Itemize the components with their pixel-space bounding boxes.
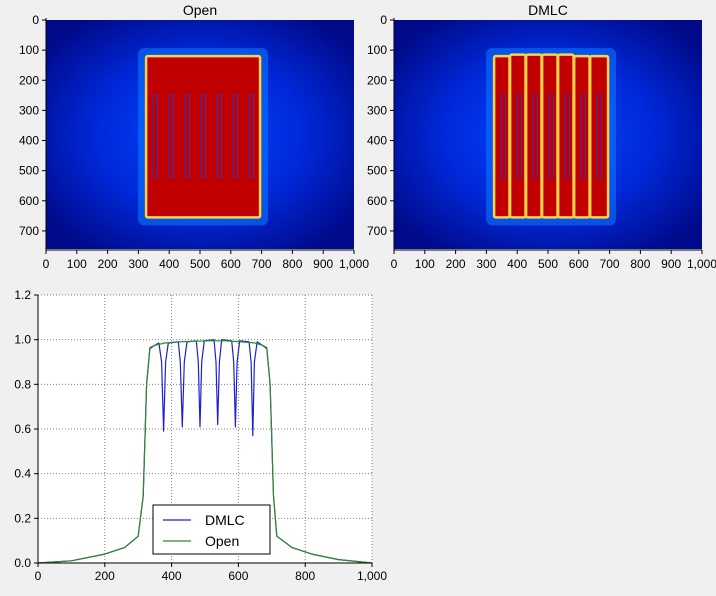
dmlc-segment-7 bbox=[588, 54, 610, 219]
y-tick-label: 0.0 bbox=[14, 556, 31, 570]
chart-title: DMLC bbox=[528, 2, 568, 18]
y-tick-label: 300 bbox=[367, 103, 387, 117]
legend-label-dmlc: DMLC bbox=[205, 512, 245, 528]
x-tick-label: 600 bbox=[228, 569, 248, 583]
roi-box-4 bbox=[200, 94, 207, 178]
y-tick-label: 400 bbox=[19, 134, 39, 148]
y-tick-label: 500 bbox=[19, 164, 39, 178]
roi-box-1 bbox=[152, 94, 158, 178]
x-tick-label: 500 bbox=[538, 257, 558, 271]
x-tick-label: 700 bbox=[252, 257, 272, 271]
roi-box-6 bbox=[580, 94, 587, 178]
roi-box-5 bbox=[564, 94, 571, 178]
roi-box-2 bbox=[516, 94, 523, 178]
y-tick-label: 0.8 bbox=[14, 377, 31, 391]
dmlc-segment-5 bbox=[556, 53, 575, 219]
dmlc-segment-3 bbox=[524, 53, 543, 219]
x-tick-label: 200 bbox=[98, 257, 118, 271]
dmlc-segment-4 bbox=[540, 53, 559, 219]
y-tick-label: 0 bbox=[32, 13, 39, 27]
roi-box-4 bbox=[548, 94, 555, 178]
chart-title: Open bbox=[183, 2, 217, 18]
roi-box-6 bbox=[232, 94, 239, 178]
x-tick-label: 1,000 bbox=[357, 569, 387, 583]
y-tick-label: 500 bbox=[367, 164, 387, 178]
y-tick-label: 200 bbox=[367, 73, 387, 87]
y-tick-label: 1.0 bbox=[14, 333, 31, 347]
x-tick-label: 0 bbox=[391, 257, 398, 271]
heatmap-dmlc-panel: 0 100 200 300 400 500 600 700 0 100 200 300 400 500 60… bbox=[367, 2, 716, 271]
y-tick-label: 300 bbox=[19, 103, 39, 117]
x-tick-label: 100 bbox=[67, 257, 87, 271]
x-tick-label: 500 bbox=[190, 257, 210, 271]
y-tick-label: 700 bbox=[19, 224, 39, 238]
roi-box-3 bbox=[184, 94, 191, 178]
x-tick-label: 900 bbox=[661, 257, 681, 271]
x-tick-label: 300 bbox=[476, 257, 496, 271]
x-tick-label: 1,000 bbox=[339, 257, 369, 271]
legend: DMLC Open bbox=[152, 504, 271, 555]
dmlc-segment-1 bbox=[492, 54, 511, 219]
y-tick-label: 600 bbox=[367, 194, 387, 208]
x-tick-label: 0 bbox=[43, 257, 50, 271]
x-tick-label: 400 bbox=[507, 257, 527, 271]
y-tick-label: 600 bbox=[19, 194, 39, 208]
y-tick-label: 0 bbox=[380, 13, 387, 27]
legend-label-open: Open bbox=[205, 533, 239, 549]
x-tick-label: 800 bbox=[295, 569, 315, 583]
roi-box-2 bbox=[168, 94, 175, 178]
roi-box-3 bbox=[532, 94, 539, 178]
x-tick-label: 800 bbox=[630, 257, 650, 271]
x-tick-label: 200 bbox=[446, 257, 466, 271]
y-tick-label: 1.2 bbox=[14, 288, 31, 302]
x-tick-label: 0 bbox=[35, 569, 42, 583]
dmlc-segment-2 bbox=[508, 53, 527, 219]
x-tick-label: 100 bbox=[415, 257, 435, 271]
y-tick-label: 100 bbox=[19, 43, 39, 57]
roi-box-1 bbox=[500, 94, 506, 178]
y-tick-label: 0.4 bbox=[14, 467, 31, 481]
heatmap-open-panel: 0 100 200 300 400 500 600 700 0 100 200 300 400 500 60… bbox=[19, 2, 369, 271]
x-tick-label: 900 bbox=[313, 257, 333, 271]
profile-line-chart: 0.0 0.2 0.4 0.6 0.8 1.0 1.2 0 200 400 600 800 1,000 D… bbox=[14, 288, 387, 583]
legend-box bbox=[152, 504, 271, 555]
x-tick-label: 700 bbox=[600, 257, 620, 271]
roi-box-7 bbox=[248, 94, 255, 178]
y-tick-label: 0.2 bbox=[14, 511, 31, 525]
x-tick-label: 600 bbox=[221, 257, 241, 271]
x-tick-label: 1,000 bbox=[687, 257, 716, 271]
y-tick-label: 100 bbox=[367, 43, 387, 57]
open-field bbox=[144, 54, 262, 219]
series-line-open bbox=[37, 340, 373, 564]
x-tick-label: 600 bbox=[569, 257, 589, 271]
roi-box-7 bbox=[596, 94, 603, 178]
y-tick-label: 200 bbox=[19, 73, 39, 87]
x-tick-label: 400 bbox=[159, 257, 179, 271]
y-tick-label: 0.6 bbox=[14, 422, 31, 436]
x-tick-label: 400 bbox=[162, 569, 182, 583]
y-tick-label: 400 bbox=[367, 134, 387, 148]
y-tick-label: 700 bbox=[367, 224, 387, 238]
roi-box-5 bbox=[216, 94, 223, 178]
x-tick-label: 800 bbox=[282, 257, 302, 271]
x-tick-label: 300 bbox=[128, 257, 148, 271]
x-tick-label: 200 bbox=[95, 569, 115, 583]
dmlc-segment-6 bbox=[572, 54, 591, 219]
